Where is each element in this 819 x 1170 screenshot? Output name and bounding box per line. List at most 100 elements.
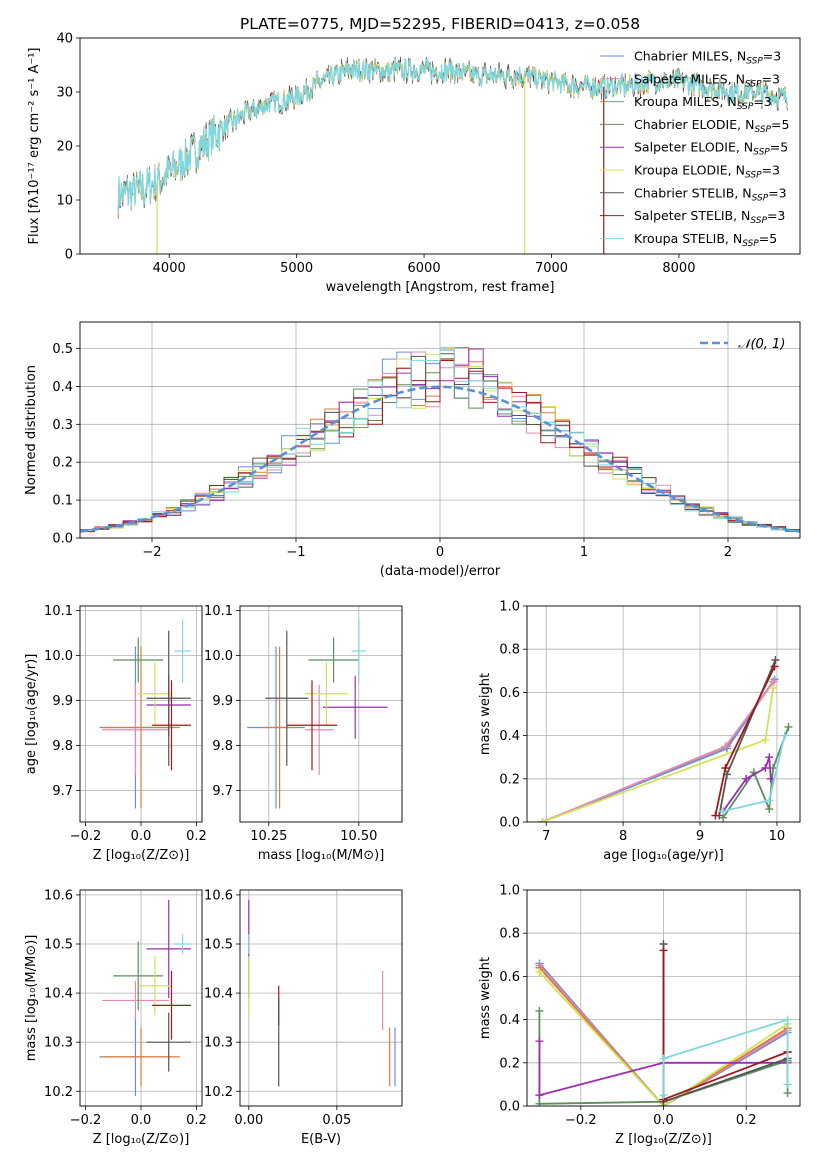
y-tick-label: 0 <box>65 248 73 263</box>
y-axis-label: mass weight <box>478 957 493 1039</box>
y-tick-label: 0.1 <box>52 494 73 509</box>
legend-text: =5 <box>771 117 789 132</box>
x-tick-label: 7 <box>542 829 550 844</box>
x-tick-label: 0.05 <box>322 1113 351 1128</box>
x-tick-label: 0.2 <box>186 1113 207 1128</box>
series-point <box>721 742 730 751</box>
plot-area <box>80 346 800 533</box>
axes-frame <box>79 889 203 1107</box>
y-tick-label: 9.7 <box>212 784 233 799</box>
y-tick-label: 1.0 <box>499 600 520 615</box>
series-point <box>784 722 793 731</box>
x-axis-label: wavelength [Angstrom, rest frame] <box>326 280 555 295</box>
x-tick-label: 0.0 <box>131 1113 152 1128</box>
plot-area <box>535 940 792 1106</box>
series-point <box>783 1080 792 1089</box>
x-tick-label: 7000 <box>535 261 568 276</box>
y-axis-label: Flux [fλ10⁻¹⁷ erg cm⁻² s⁻¹ A⁻¹] <box>27 48 42 245</box>
legend-text: Chabrier ELODIE, N <box>634 117 754 132</box>
x-tick-label: −2 <box>142 545 161 560</box>
histogram-step <box>80 346 800 532</box>
x-tick-label: −0.2 <box>70 1113 102 1128</box>
series-point <box>765 753 774 762</box>
y-tick-label: 0.0 <box>499 1100 520 1115</box>
y-axis-label: Normed distribution <box>24 365 39 495</box>
figure-title: PLATE=0775, MJD=52295, FIBERID=0413, z=0… <box>240 15 640 33</box>
panel-mass-vs-Z: −0.2 0.0 0.2 10.2 10.3 10.4 10.5 10.6 Z [log₁₀(Z… <box>24 888 207 1147</box>
y-tick-label: 0.6 <box>499 686 520 701</box>
series-line <box>662 1018 789 1096</box>
x-axis-label: Z [log₁₀(Z/Z⊙)] <box>615 1132 712 1147</box>
legend-text: =3 <box>767 208 785 223</box>
legend-label: Salpeter ELODIE, NSSP=5 <box>634 140 788 158</box>
y-tick-label: 0.2 <box>499 1056 520 1071</box>
axes-frame <box>239 605 403 823</box>
series-point <box>769 677 778 686</box>
plot-area <box>117 56 788 254</box>
legend-subscript: SSP <box>752 193 769 203</box>
legend-label: Kroupa MILES, NSSP=3 <box>634 94 772 112</box>
x-tick-label: 8 <box>619 829 627 844</box>
legend-subscript: SSP <box>753 148 770 158</box>
x-tick-label: 10 <box>769 829 786 844</box>
x-tick-label: 5000 <box>280 261 313 276</box>
y-tick-label: 9.9 <box>52 694 73 709</box>
series-point <box>783 1015 792 1024</box>
series-line <box>542 681 775 822</box>
legend-subscript: SSP <box>754 125 771 135</box>
axes-frame <box>526 889 801 1107</box>
y-tick-label: 10.2 <box>204 1085 233 1100</box>
y-tick-label: 10.0 <box>204 649 233 664</box>
series-point <box>535 1037 544 1046</box>
y-axis-label: age [log₁₀(age/yr)] <box>24 654 39 775</box>
x-tick-label: 4000 <box>153 261 186 276</box>
y-tick-label: 10.5 <box>204 938 233 953</box>
legend-text: =3 <box>762 163 780 178</box>
legend-text: Chabrier MILES, N <box>634 49 746 64</box>
legend-label: Salpeter MILES, NSSP=3 <box>634 71 780 89</box>
x-tick-label: 9 <box>696 829 704 844</box>
spectrum-line <box>117 57 788 213</box>
y-tick-label: 10.1 <box>44 604 73 619</box>
panel-mass-vs-EBV: 0.00 0.05 10.2 10.3 10.4 10.5 10.6 E(B-V) <box>204 888 403 1147</box>
y-tick-label: 10.3 <box>204 1036 233 1051</box>
legend-text: =5 <box>770 140 788 155</box>
legend-label: 𝒩(0, 1) <box>738 337 785 352</box>
y-tick-label: 9.8 <box>52 739 73 754</box>
legend-text: Salpeter ELODIE, N <box>634 140 753 155</box>
series-line <box>662 944 788 1103</box>
y-tick-label: 0.0 <box>499 816 520 831</box>
y-tick-label: 10.4 <box>204 987 233 1002</box>
series-point <box>535 1091 544 1100</box>
panels: 4000 5000 6000 7000 8000010203040wavelength … <box>24 32 801 1147</box>
y-tick-label: 0.8 <box>499 643 520 658</box>
y-tick-label: 10.5 <box>44 938 73 953</box>
legend-label: Kroupa ELODIE, NSSP=3 <box>634 163 780 181</box>
series-point <box>535 1099 544 1106</box>
x-axis-label: age [log₁₀(age/yr)] <box>603 848 724 863</box>
legend-subscript: SSP <box>750 216 767 226</box>
axes-frame <box>79 37 801 255</box>
series-point <box>535 968 544 977</box>
y-tick-label: 0.4 <box>499 729 520 744</box>
y-tick-label: 9.9 <box>212 694 233 709</box>
legend-text: Kroupa ELODIE, N <box>634 163 745 178</box>
x-tick-label: 6000 <box>408 261 441 276</box>
legend-text: =3 <box>753 94 771 109</box>
legend-text: =3 <box>768 185 786 200</box>
histogram-step <box>80 360 800 532</box>
y-tick-label: 0.8 <box>499 927 520 942</box>
y-tick-label: 0.2 <box>499 772 520 787</box>
legend-label: Chabrier STELIB, NSSP=3 <box>634 185 787 203</box>
y-tick-label: 40 <box>56 32 73 47</box>
series-line <box>538 965 789 1106</box>
panel-age-vs-mass: 10.25 10.50 9.7 9.8 9.9 10.0 10.1 mass [log₁₀(M… <box>204 604 403 863</box>
y-tick-label: 9.8 <box>212 739 233 754</box>
series-point <box>721 764 730 772</box>
series-line <box>542 687 774 822</box>
x-tick-label: 0 <box>436 545 444 560</box>
y-tick-label: 0.4 <box>499 1013 520 1028</box>
legend-subscript: SSP <box>746 57 763 67</box>
series-point <box>765 796 774 805</box>
